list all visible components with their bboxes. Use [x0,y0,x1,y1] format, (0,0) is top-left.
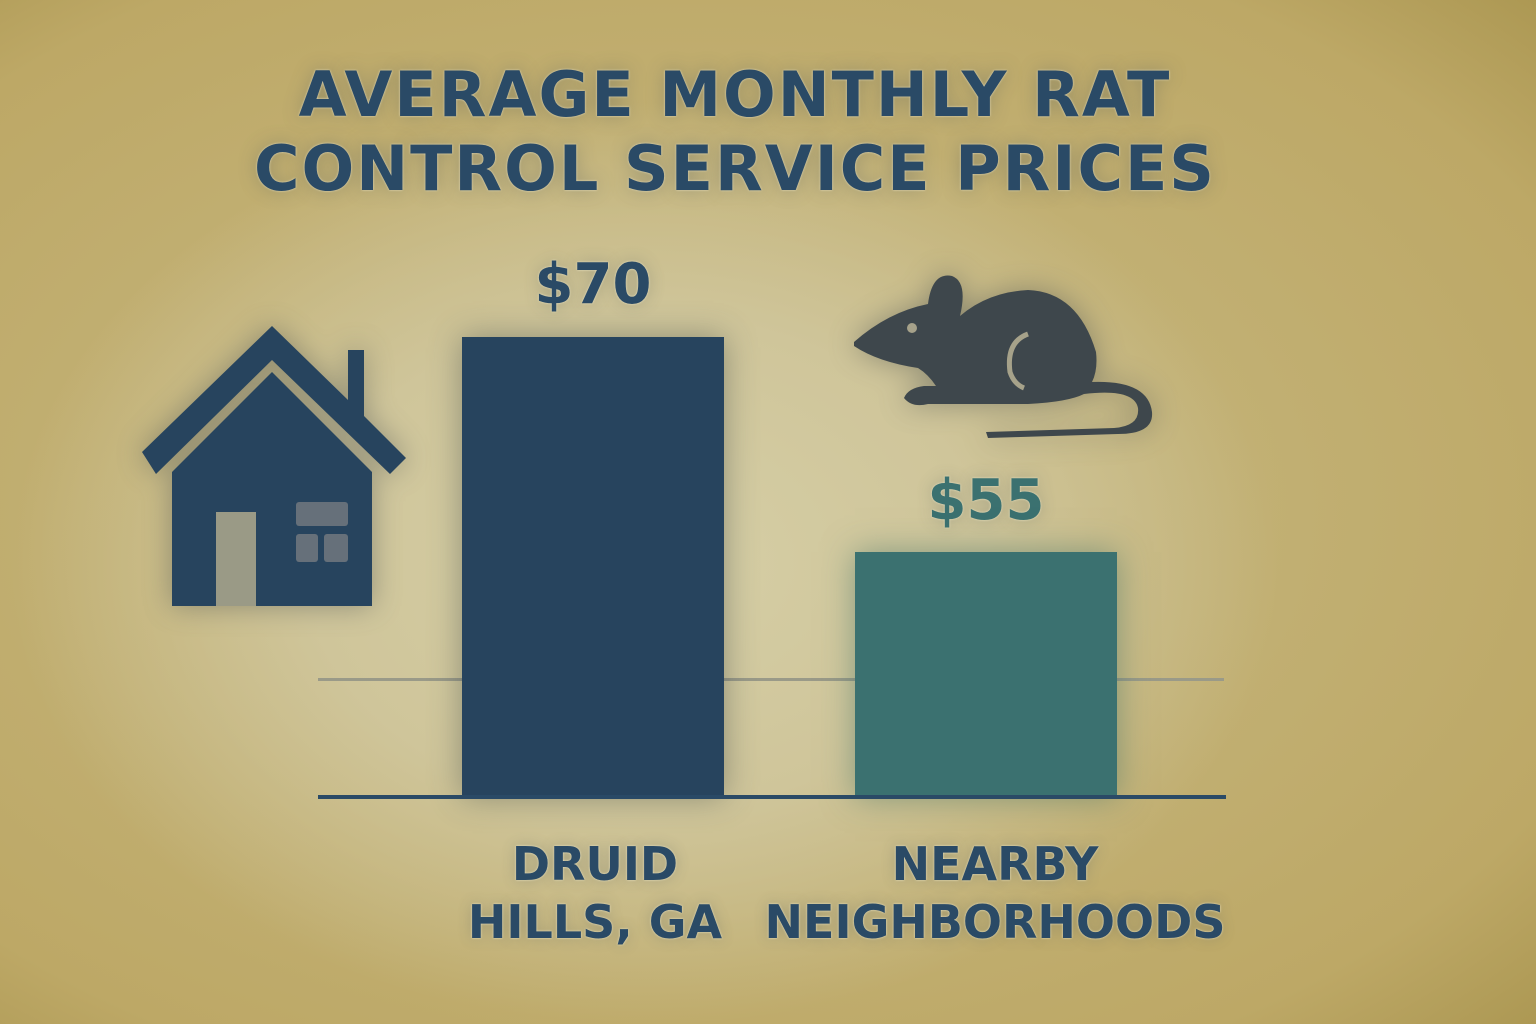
category-label-line: DRUID [511,837,679,891]
category-label-line: NEARBY [891,837,1099,891]
bar-druid-hills [462,337,724,797]
category-label-nearby: NEARBY NEIGHBORHOODS [740,835,1250,951]
bar-value-label-druid-hills: $70 [534,252,652,317]
chart-title-line-2: CONTROL SERVICE PRICES [254,132,1216,205]
gridline [318,678,1224,681]
bar-nearby-neighborhoods [855,552,1117,797]
category-label-line: HILLS, GA [467,895,723,949]
x-axis-baseline [318,795,1226,799]
chart-title-line-1: AVERAGE MONTHLY RAT [298,58,1172,131]
category-label-line: NEIGHBORHOODS [764,895,1226,949]
rat-icon [854,275,1153,438]
house-icon [142,326,406,606]
bar-value-label-nearby: $55 [927,468,1045,533]
category-label-druid-hills: DRUID HILLS, GA [400,835,790,951]
